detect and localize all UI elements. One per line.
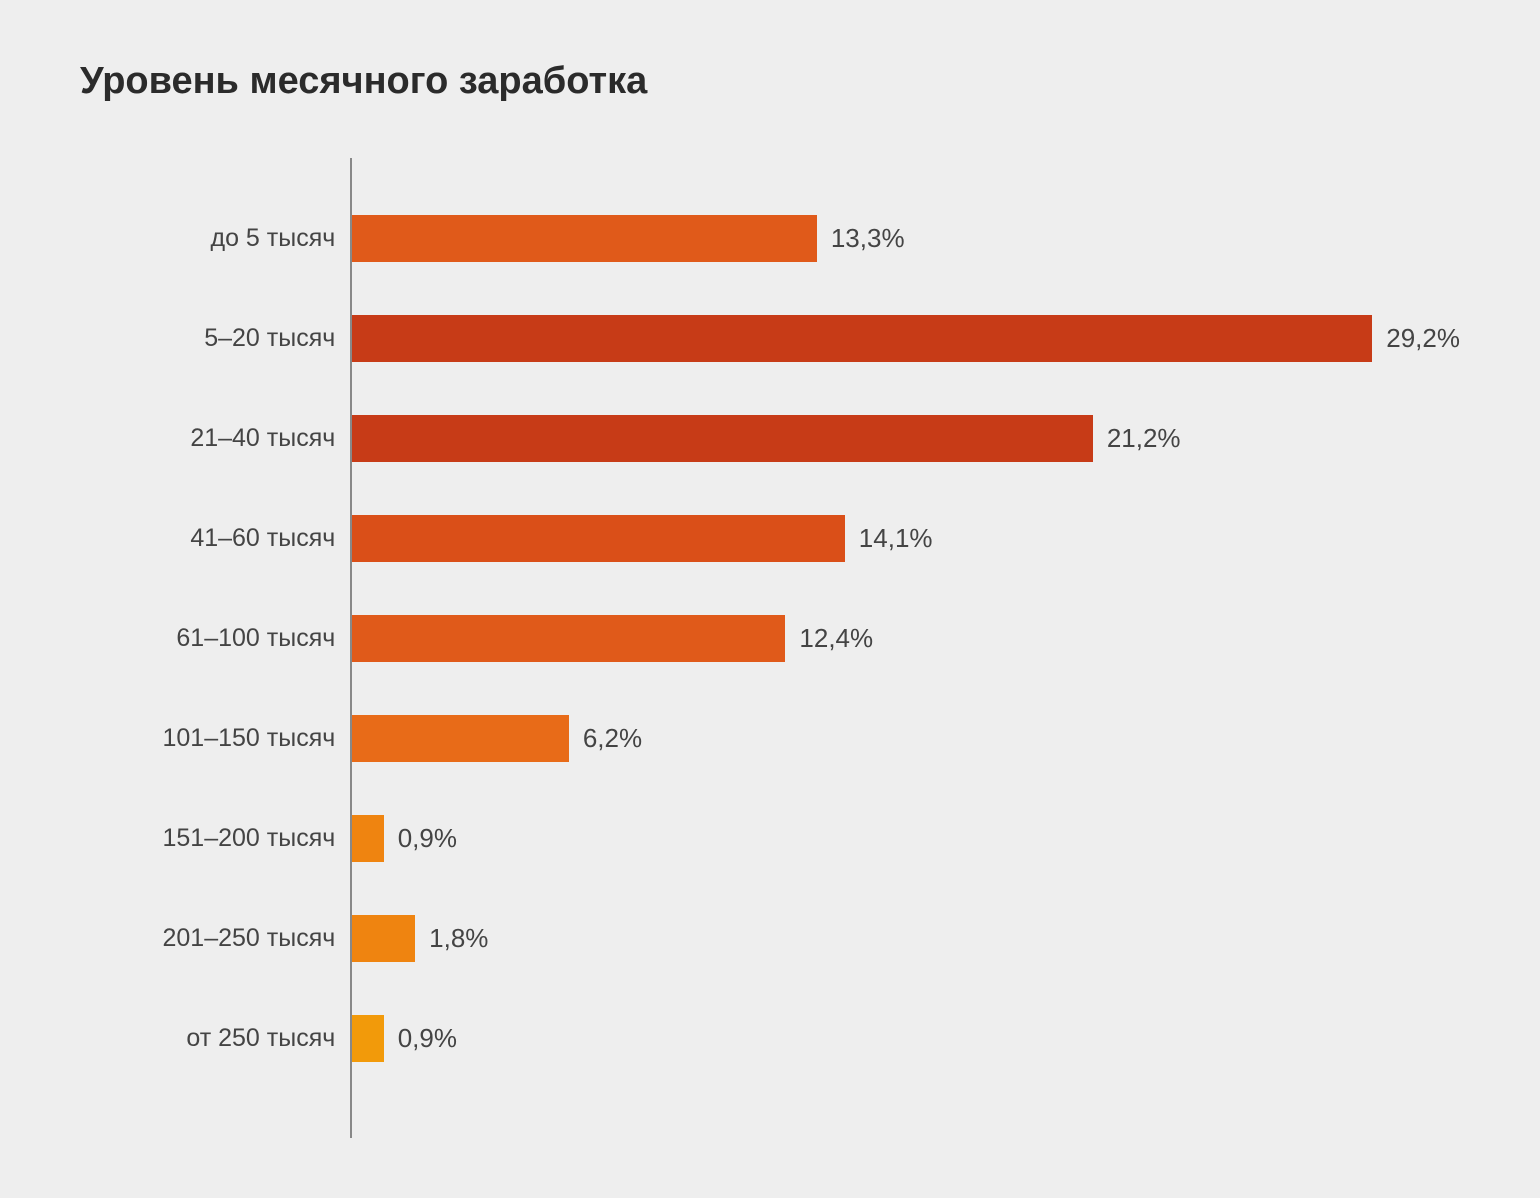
- bar-row: 21,2%: [352, 388, 1460, 488]
- bar-row: 13,3%: [352, 188, 1460, 288]
- bar: [352, 315, 1372, 362]
- bar-value-label: 0,9%: [398, 823, 457, 854]
- chart-container: Уровень месячного заработка до 5 тысяч5–…: [0, 0, 1540, 1198]
- bar-value-label: 13,3%: [831, 223, 905, 254]
- bar: [352, 215, 817, 262]
- bars-area: 13,3% 29,2% 21,2% 14,1% 12,4% 6,2% 0,9% 1,8% 0,9…: [350, 158, 1460, 1138]
- bar-row: 6,2%: [352, 688, 1460, 788]
- y-axis-label: 151–200 тысяч: [80, 788, 335, 888]
- bar: [352, 915, 415, 962]
- bar-row: 0,9%: [352, 788, 1460, 888]
- bar-value-label: 29,2%: [1386, 323, 1460, 354]
- bar-row: 29,2%: [352, 288, 1460, 388]
- y-axis-label: 21–40 тысяч: [80, 388, 335, 488]
- y-axis-label: 101–150 тысяч: [80, 688, 335, 788]
- bar-value-label: 1,8%: [429, 923, 488, 954]
- bar: [352, 815, 383, 862]
- bar-value-label: 6,2%: [583, 723, 642, 754]
- bar-value-label: 0,9%: [398, 1023, 457, 1054]
- y-axis-label: 5–20 тысяч: [80, 288, 335, 388]
- bar-row: 12,4%: [352, 588, 1460, 688]
- y-axis-label: до 5 тысяч: [80, 188, 335, 288]
- bar-row: 1,8%: [352, 888, 1460, 988]
- bar: [352, 415, 1093, 462]
- bar-value-label: 21,2%: [1107, 423, 1181, 454]
- chart-area: до 5 тысяч5–20 тысяч21–40 тысяч41–60 тыс…: [80, 158, 1460, 1138]
- bar-row: 14,1%: [352, 488, 1460, 588]
- y-axis-label: от 250 тысяч: [80, 988, 335, 1088]
- bar: [352, 715, 569, 762]
- bar: [352, 515, 845, 562]
- bar-row: 0,9%: [352, 988, 1460, 1088]
- bar: [352, 615, 785, 662]
- y-axis-label: 41–60 тысяч: [80, 488, 335, 588]
- bar: [352, 1015, 383, 1062]
- y-axis-labels: до 5 тысяч5–20 тысяч21–40 тысяч41–60 тыс…: [80, 158, 350, 1138]
- bar-value-label: 14,1%: [859, 523, 933, 554]
- chart-title: Уровень месячного заработка: [80, 60, 1460, 103]
- bar-value-label: 12,4%: [799, 623, 873, 654]
- y-axis-label: 61–100 тысяч: [80, 588, 335, 688]
- y-axis-label: 201–250 тысяч: [80, 888, 335, 988]
